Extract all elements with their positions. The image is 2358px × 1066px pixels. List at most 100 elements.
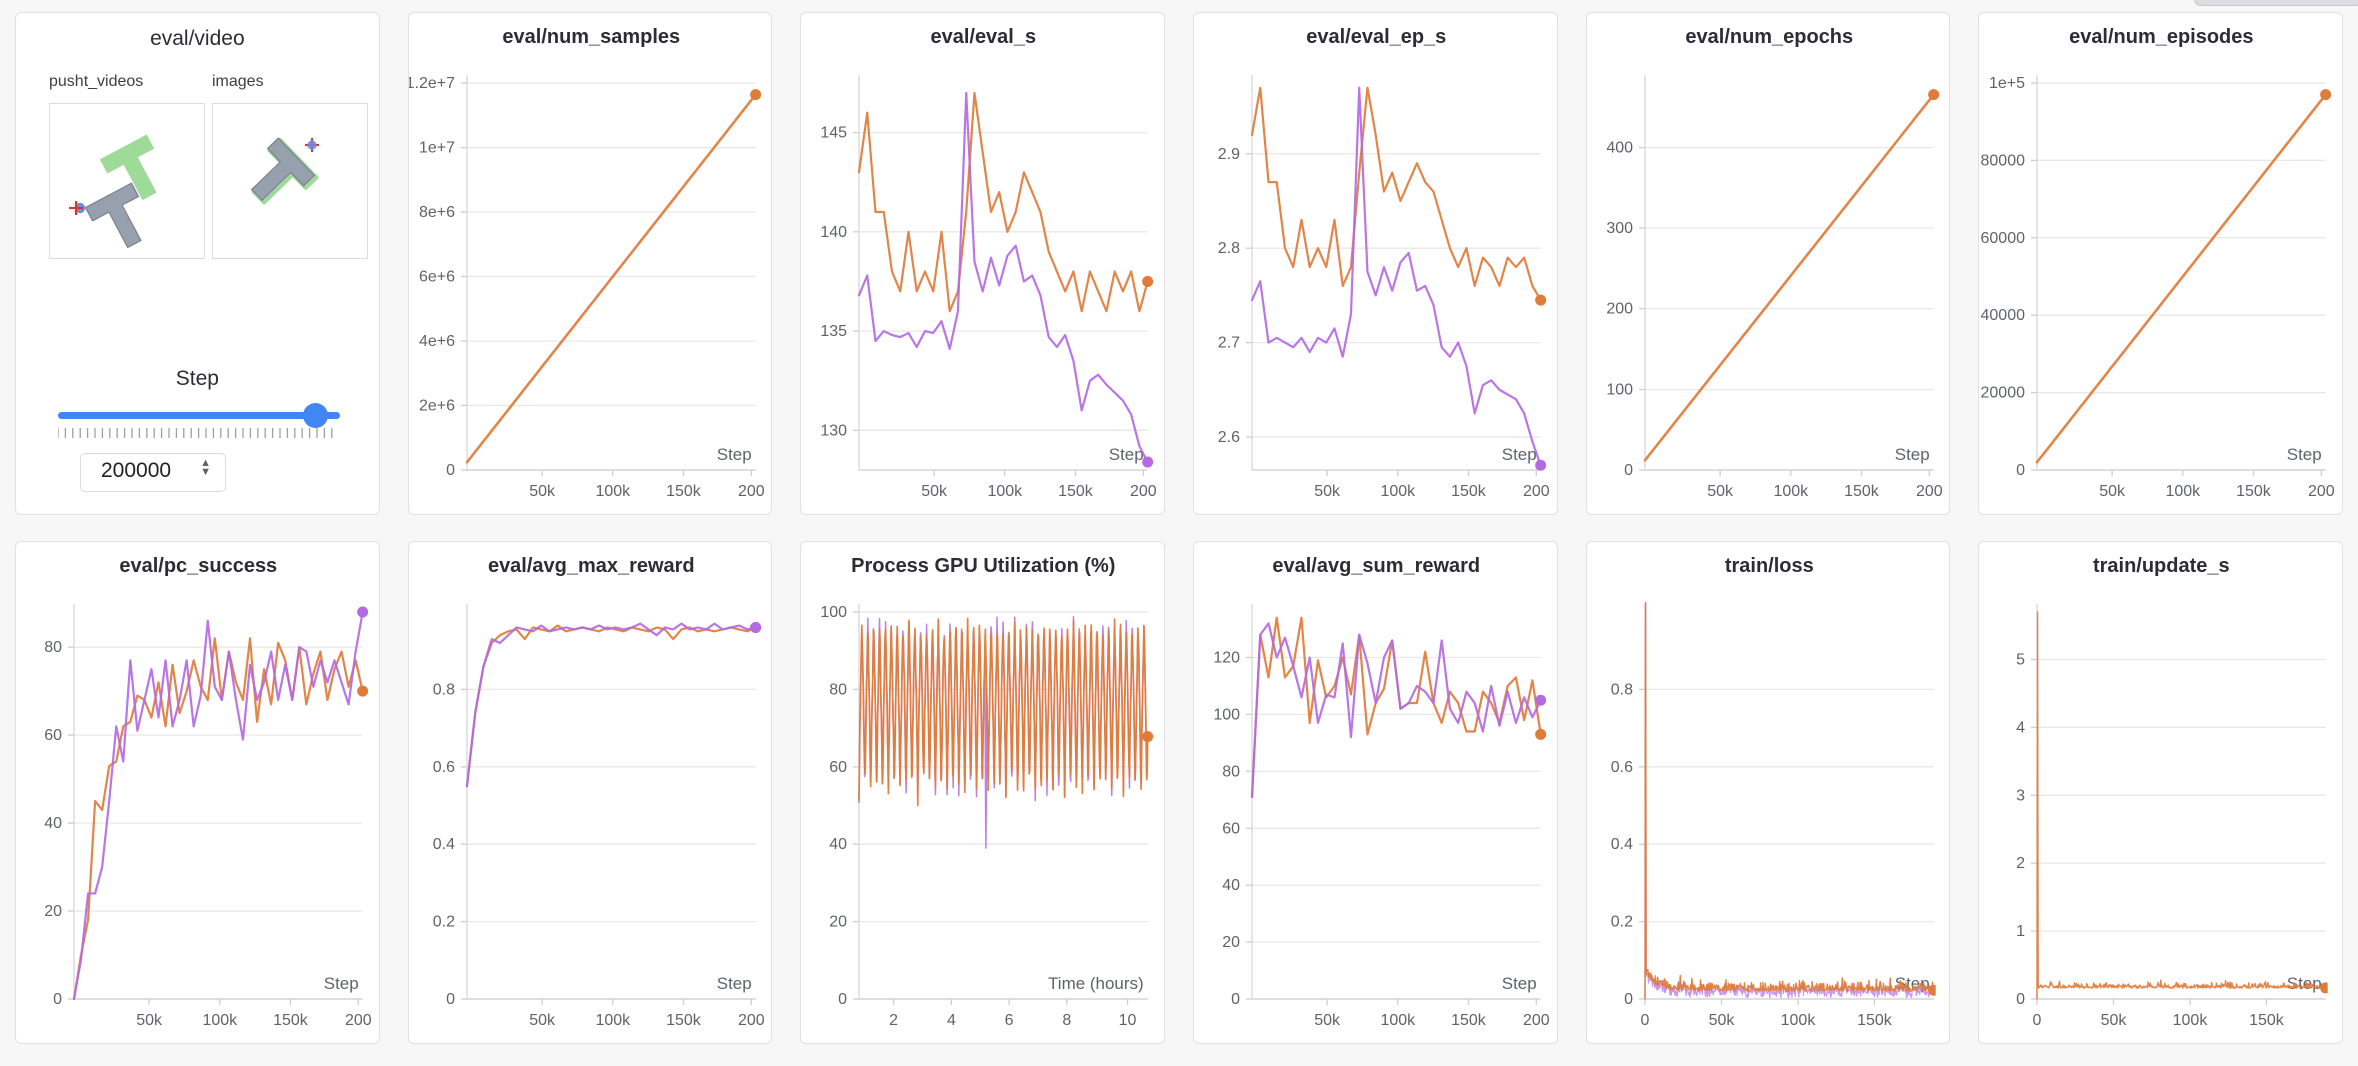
svg-text:0: 0	[838, 991, 847, 1008]
svg-text:1e+7: 1e+7	[419, 140, 455, 157]
svg-text:100k: 100k	[1780, 1012, 1816, 1029]
svg-text:400: 400	[1606, 140, 1633, 157]
svg-text:0.2: 0.2	[1610, 914, 1632, 931]
svg-text:2e+6: 2e+6	[419, 397, 455, 414]
svg-text:135: 135	[821, 323, 848, 340]
svg-text:6e+6: 6e+6	[419, 268, 455, 285]
svg-text:0: 0	[1640, 1012, 1649, 1029]
svg-text:40: 40	[1222, 877, 1240, 894]
svg-text:eval/num_epochs: eval/num_epochs	[1685, 26, 1853, 48]
svg-text:300: 300	[1606, 220, 1633, 237]
svg-text:1.2e+7: 1.2e+7	[409, 75, 455, 92]
svg-text:0.4: 0.4	[1610, 836, 1632, 853]
svg-text:50k: 50k	[1708, 1012, 1735, 1029]
svg-text:150k: 150k	[2249, 1012, 2285, 1029]
svg-text:60: 60	[44, 727, 62, 744]
svg-text:100: 100	[1213, 706, 1240, 723]
svg-text:eval/pc_success: eval/pc_success	[119, 555, 277, 577]
svg-text:80000: 80000	[1981, 152, 2026, 169]
svg-text:150k: 150k	[1451, 1012, 1487, 1029]
svg-text:0.4: 0.4	[432, 836, 454, 853]
svg-text:60: 60	[830, 759, 848, 776]
svg-text:200: 200	[1916, 483, 1943, 500]
svg-text:60000: 60000	[1981, 230, 2026, 247]
svg-text:100: 100	[1606, 381, 1633, 398]
svg-text:2.9: 2.9	[1218, 146, 1240, 163]
svg-text:Step: Step	[716, 974, 751, 993]
svg-text:80: 80	[1222, 763, 1240, 780]
svg-text:200: 200	[345, 1012, 372, 1029]
svg-text:50k: 50k	[1314, 483, 1341, 500]
svg-text:100k: 100k	[2166, 483, 2202, 500]
svg-text:eval/eval_s: eval/eval_s	[931, 26, 1037, 48]
svg-text:100: 100	[821, 604, 848, 621]
svg-text:20: 20	[1222, 934, 1240, 951]
svg-text:200: 200	[1606, 301, 1633, 318]
svg-text:20000: 20000	[1981, 385, 2026, 402]
svg-text:4: 4	[2016, 719, 2025, 736]
svg-text:2.6: 2.6	[1218, 429, 1240, 446]
svg-text:50k: 50k	[1314, 1012, 1341, 1029]
svg-text:80: 80	[44, 639, 62, 656]
svg-text:5: 5	[2016, 652, 2025, 669]
svg-text:Time (hours): Time (hours)	[1048, 974, 1144, 993]
svg-text:1: 1	[2016, 923, 2025, 940]
svg-text:40: 40	[44, 815, 62, 832]
svg-text:Step: Step	[1502, 445, 1537, 464]
svg-text:2.8: 2.8	[1218, 240, 1240, 257]
svg-text:0: 0	[2033, 1012, 2042, 1029]
svg-text:100k: 100k	[595, 1012, 631, 1029]
svg-text:50k: 50k	[136, 1012, 163, 1029]
svg-text:Step: Step	[324, 974, 359, 993]
svg-text:50k: 50k	[2101, 1012, 2128, 1029]
svg-text:100k: 100k	[1773, 483, 1809, 500]
svg-text:150k: 150k	[1058, 483, 1094, 500]
svg-text:eval/eval_ep_s: eval/eval_ep_s	[1306, 26, 1446, 48]
svg-text:0.6: 0.6	[432, 759, 454, 776]
svg-text:0: 0	[2016, 991, 2025, 1008]
svg-text:150k: 150k	[2236, 483, 2272, 500]
svg-text:0.6: 0.6	[1610, 759, 1632, 776]
svg-text:0: 0	[1624, 991, 1633, 1008]
svg-text:150k: 150k	[273, 1012, 309, 1029]
svg-text:0: 0	[1624, 462, 1633, 479]
svg-text:200: 200	[1523, 1012, 1550, 1029]
svg-text:Step: Step	[716, 445, 751, 464]
svg-text:0: 0	[2016, 462, 2025, 479]
svg-text:Step: Step	[1894, 445, 1929, 464]
svg-text:train/loss: train/loss	[1725, 555, 1814, 577]
svg-text:2: 2	[889, 1012, 898, 1029]
svg-text:10: 10	[1119, 1012, 1137, 1029]
svg-text:200: 200	[738, 483, 765, 500]
svg-text:40000: 40000	[1981, 307, 2026, 324]
svg-text:200: 200	[1523, 483, 1550, 500]
svg-text:0: 0	[1231, 991, 1240, 1008]
svg-text:4e+6: 4e+6	[419, 333, 455, 350]
svg-text:80: 80	[830, 681, 848, 698]
svg-text:200: 200	[2308, 483, 2335, 500]
svg-text:0.8: 0.8	[432, 681, 454, 698]
svg-text:Step: Step	[1502, 974, 1537, 993]
svg-text:200: 200	[1130, 483, 1157, 500]
svg-text:Step: Step	[2287, 974, 2322, 993]
svg-text:100k: 100k	[1380, 483, 1416, 500]
svg-text:Step: Step	[2287, 445, 2322, 464]
svg-text:Step: Step	[1109, 445, 1144, 464]
svg-text:eval/num_episodes: eval/num_episodes	[2069, 26, 2253, 48]
svg-text:100k: 100k	[1380, 1012, 1416, 1029]
svg-text:0: 0	[446, 462, 455, 479]
svg-text:60: 60	[1222, 820, 1240, 837]
svg-text:145: 145	[821, 125, 848, 142]
svg-text:100k: 100k	[2173, 1012, 2209, 1029]
svg-text:0.2: 0.2	[432, 914, 454, 931]
svg-text:20: 20	[44, 903, 62, 920]
svg-text:100k: 100k	[202, 1012, 238, 1029]
svg-text:120: 120	[1213, 650, 1240, 667]
svg-text:8: 8	[1063, 1012, 1072, 1029]
svg-text:40: 40	[830, 836, 848, 853]
svg-text:0: 0	[446, 991, 455, 1008]
svg-text:0: 0	[53, 991, 62, 1008]
svg-text:20: 20	[830, 914, 848, 931]
svg-text:150k: 150k	[1451, 483, 1487, 500]
svg-text:2.7: 2.7	[1218, 335, 1240, 352]
